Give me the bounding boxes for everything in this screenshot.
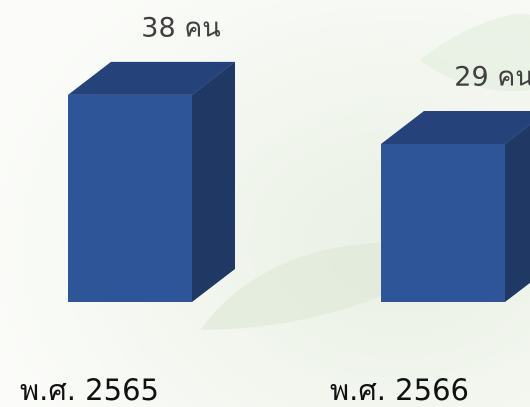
page: 38 คนพ.ศ. 256529 คนพ.ศ. 2566 (() => { co… xyxy=(0,0,530,407)
x-tick-label: พ.ศ. 2565 xyxy=(20,373,159,407)
value-label: 29 คน xyxy=(454,61,530,92)
bar-side xyxy=(192,62,235,302)
value-label: 38 คน xyxy=(141,12,220,43)
x-tick-label: พ.ศ. 2566 xyxy=(330,373,469,407)
chart: 38 คนพ.ศ. 2565 29 คนพ.ศ. 2566 xyxy=(0,0,530,407)
bar xyxy=(381,144,505,302)
bar xyxy=(68,95,192,302)
